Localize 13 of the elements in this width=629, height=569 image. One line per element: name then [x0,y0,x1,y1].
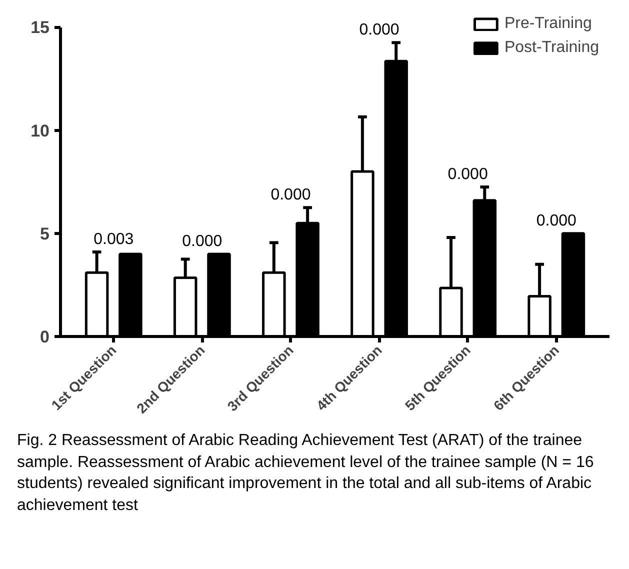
caption: Fig. 2 Reassessment of Arabic Reading Achievement Test (ARAT) of the trainee sample. Reassessment of Arabic achievement level of the trainee sample (N = 16 students) revealed significant improvement in the total and all sub-items of Arabic achievement test [17,431,595,516]
y-tick-label: 0 [40,328,50,346]
legend-label: Post-Training [504,39,599,57]
annotation: 0.000 [448,166,488,183]
annotation: 0.000 [270,186,311,204]
annotation: 0.000 [536,212,576,230]
y-tick-label: 10 [30,121,50,140]
y-tick-label: 15 [30,18,50,38]
legend-label: Pre-Training [504,15,592,33]
y-tick-label: 5 [40,224,50,244]
annotation: 0.000 [182,233,222,250]
annotation: 0.003 [94,230,134,248]
annotation: 0.000 [359,22,400,39]
